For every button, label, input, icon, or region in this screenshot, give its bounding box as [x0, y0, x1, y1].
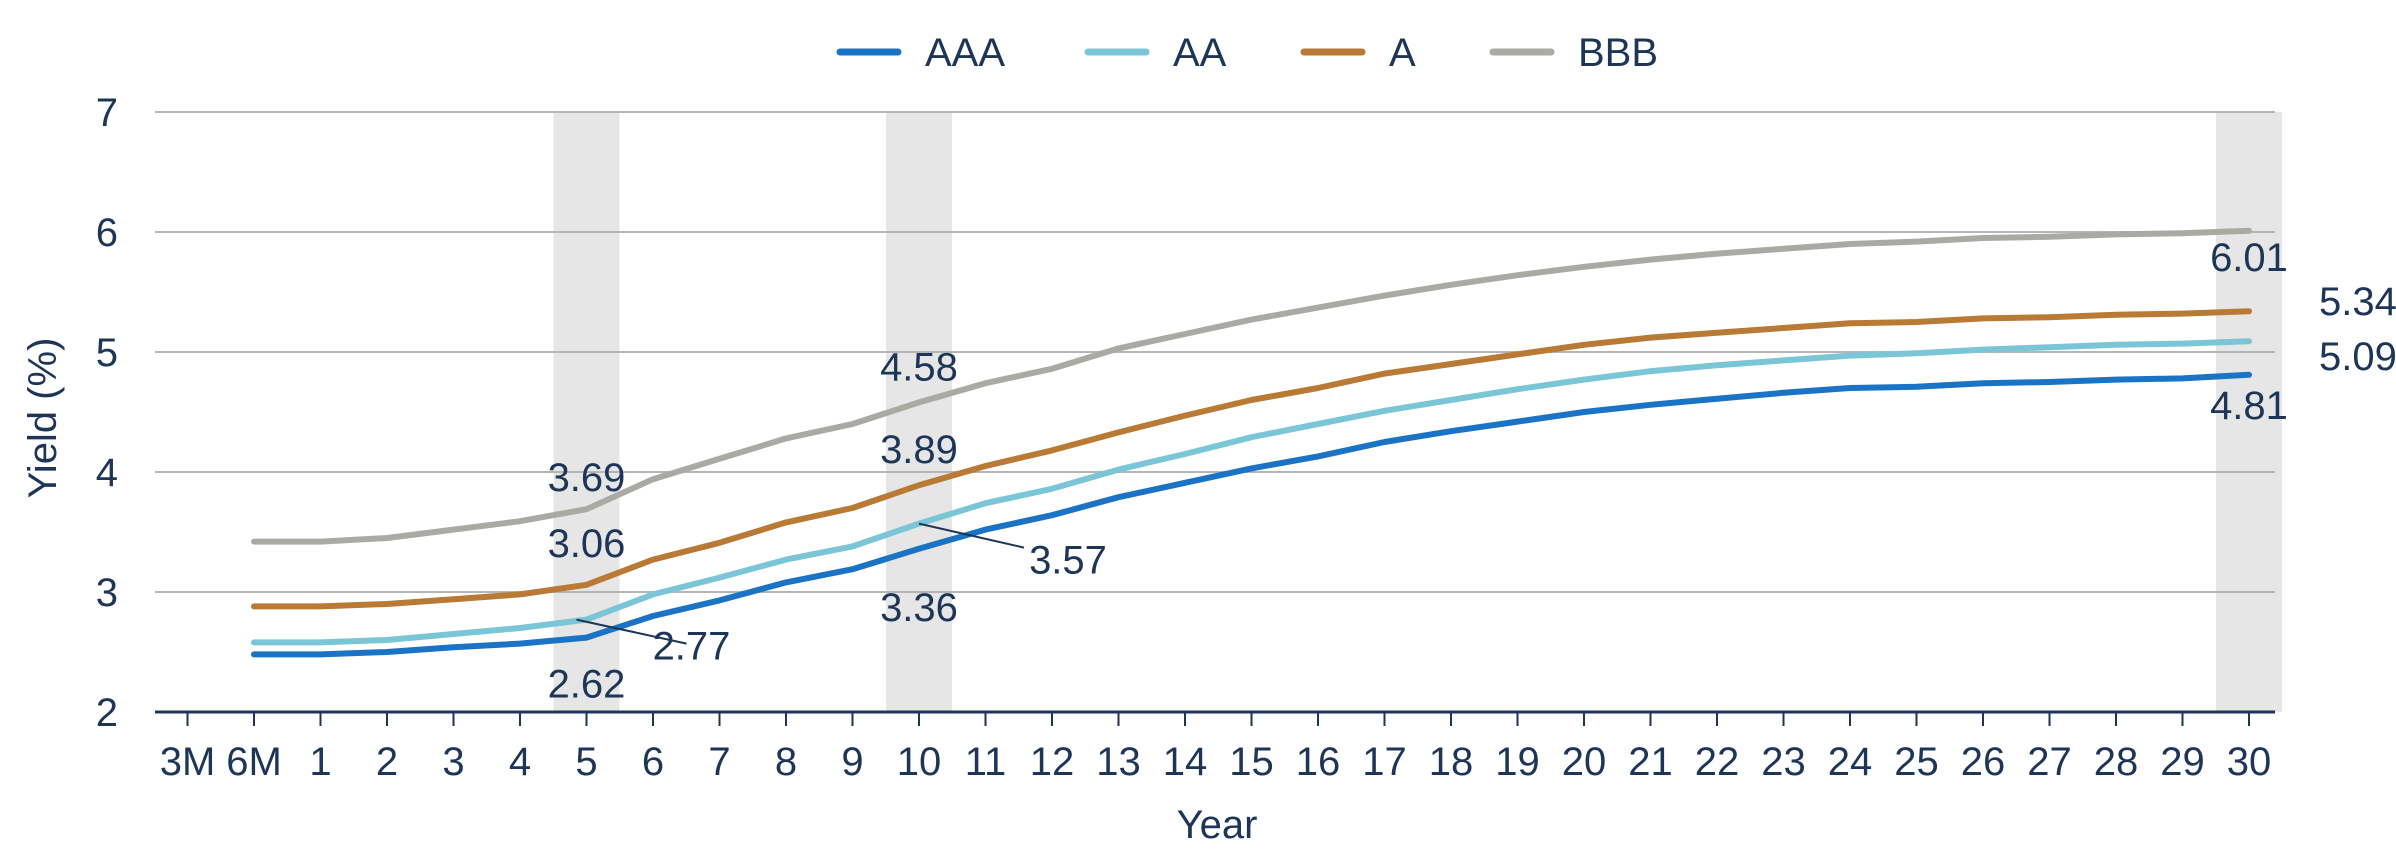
y-tick-3: 3 — [96, 571, 118, 615]
x-tick-19: 19 — [1495, 740, 1540, 784]
x-tick-11: 11 — [965, 740, 1007, 784]
legend-label-aaa: AAA — [925, 31, 1005, 75]
y-tick-7: 7 — [96, 91, 118, 135]
x-tick-29: 29 — [2160, 740, 2205, 784]
x-tick-12: 12 — [1030, 740, 1075, 784]
x-tick-3: 3 — [442, 740, 464, 784]
data-label-aaa-5: 2.62 — [548, 663, 626, 707]
data-label-aaa-30: 4.81 — [2210, 384, 2288, 428]
x-axis-title: Year — [1177, 803, 1258, 847]
x-tick-26: 26 — [1961, 740, 2006, 784]
x-tick-9: 9 — [841, 740, 863, 784]
x-tick-14: 14 — [1163, 740, 1208, 784]
y-tick-6: 6 — [96, 211, 118, 255]
x-tick-28: 28 — [2094, 740, 2139, 784]
x-axis: 3M 6M 1 2 3 4 5 6 7 8 9 10 11 12 13 14 15 16 17 18 19 20 21 22 2… — [155, 710, 2275, 784]
x-tick-4: 4 — [509, 740, 531, 784]
x-tick-24: 24 — [1828, 740, 1873, 784]
x-tick-17: 17 — [1362, 740, 1407, 784]
x-tick-1: 1 — [309, 740, 331, 784]
y-tick-4: 4 — [96, 451, 118, 495]
data-label-aa-10: 3.57 — [1029, 539, 1107, 583]
x-tick-6: 6 — [642, 740, 664, 784]
x-tick-2: 2 — [376, 740, 398, 784]
data-label-bbb-5: 3.69 — [548, 456, 626, 500]
x-tick-10: 10 — [897, 740, 942, 784]
x-tick-5: 5 — [575, 740, 597, 784]
x-tick-27: 27 — [2027, 740, 2072, 784]
data-label-a-5: 3.06 — [548, 522, 626, 566]
legend: AAA AA A BBB — [836, 31, 1658, 75]
highlight-bands — [553, 112, 2282, 712]
highlight-band-30 — [2216, 112, 2282, 712]
x-tick-22: 22 — [1695, 740, 1740, 784]
data-label-aa-5: 2.77 — [653, 625, 731, 669]
x-tick-25: 25 — [1894, 740, 1939, 784]
leader-line-aa-5 — [576, 618, 687, 645]
data-labels: 3.69 3.06 2.77 2.62 4.58 3.89 3.57 3.36 6.01 5.34… — [548, 236, 2396, 707]
x-tick-8: 8 — [775, 740, 797, 784]
legend-label-a: A — [1389, 31, 1416, 75]
x-tick-20: 20 — [1562, 740, 1607, 784]
y-tick-2: 2 — [96, 691, 118, 735]
series-line-aa — [251, 338, 2252, 646]
data-label-aaa-10: 3.36 — [880, 586, 958, 630]
x-tick-30: 30 — [2227, 740, 2272, 784]
x-tick-6m: 6M — [226, 740, 282, 784]
legend-label-bbb: BBB — [1578, 31, 1658, 75]
data-label-bbb-10: 4.58 — [880, 345, 958, 389]
x-tick-7: 7 — [708, 740, 730, 784]
series-line-bbb — [251, 227, 2252, 545]
x-tick-15: 15 — [1229, 740, 1274, 784]
y-tick-labels: 2 3 4 5 6 7 — [96, 91, 118, 735]
data-label-aa-30: 5.09 — [2319, 335, 2396, 379]
series-lines — [251, 227, 2252, 658]
legend-label-aa: AA — [1173, 31, 1227, 75]
series-line-a — [251, 308, 2252, 610]
x-tick-21: 21 — [1628, 740, 1673, 784]
x-tick-3m: 3M — [160, 740, 216, 784]
y-tick-5: 5 — [96, 331, 118, 375]
data-label-bbb-30: 6.01 — [2210, 236, 2288, 280]
x-tick-18: 18 — [1429, 740, 1474, 784]
y-axis-title: Yield (%) — [21, 338, 65, 499]
leader-line-aa-10 — [918, 522, 1025, 549]
x-tick-16: 16 — [1296, 740, 1341, 784]
series-line-aaa — [251, 371, 2252, 658]
x-tick-23: 23 — [1761, 740, 1806, 784]
x-tick-13: 13 — [1096, 740, 1141, 784]
data-label-a-10: 3.89 — [880, 428, 958, 472]
label-leader-lines — [576, 522, 1025, 645]
data-label-a-30: 5.34 — [2319, 280, 2396, 324]
